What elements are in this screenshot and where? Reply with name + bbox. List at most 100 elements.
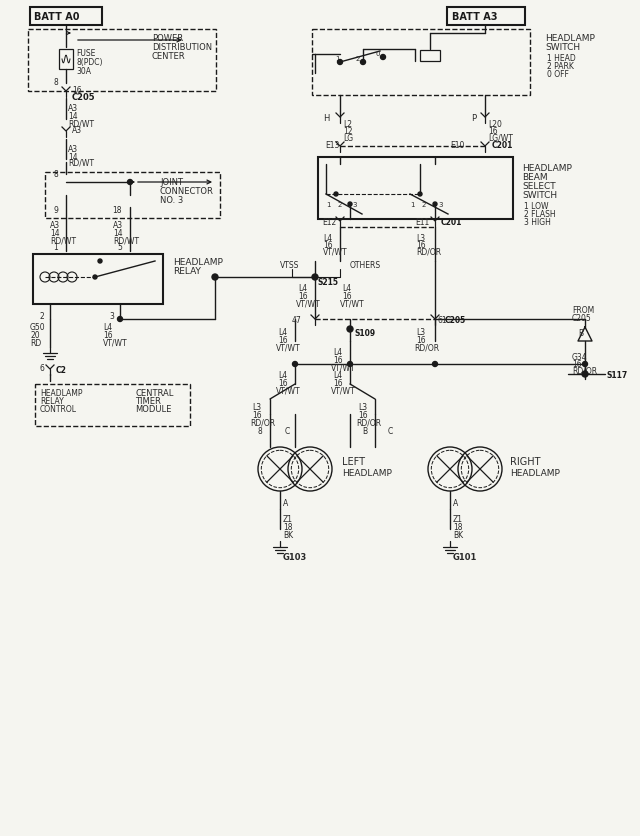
- Text: 18: 18: [453, 522, 463, 532]
- Text: 16: 16: [323, 240, 333, 249]
- Text: BEAM: BEAM: [522, 172, 548, 181]
- Circle shape: [348, 203, 352, 206]
- Circle shape: [93, 276, 97, 280]
- Text: POWER: POWER: [152, 33, 183, 43]
- Text: A: A: [453, 498, 458, 507]
- Text: VTSS: VTSS: [280, 260, 300, 269]
- Text: C201: C201: [441, 217, 462, 227]
- Text: A3: A3: [50, 220, 60, 229]
- Text: RD/OR: RD/OR: [572, 366, 597, 375]
- Text: RD/OR: RD/OR: [356, 418, 381, 427]
- Text: VT/WT: VT/WT: [276, 343, 301, 352]
- Text: LG: LG: [343, 133, 353, 142]
- Text: CONTROL: CONTROL: [40, 405, 77, 414]
- Text: 16: 16: [333, 378, 342, 387]
- Text: A3: A3: [68, 145, 78, 153]
- Text: E10: E10: [450, 140, 465, 150]
- Text: 3 HIGH: 3 HIGH: [524, 217, 551, 227]
- Text: 14: 14: [68, 111, 77, 120]
- Bar: [30, 8, 102, 26]
- Text: VT/WT: VT/WT: [340, 299, 365, 308]
- Text: FROM: FROM: [572, 305, 595, 314]
- Text: 18: 18: [113, 206, 122, 214]
- Text: SWITCH: SWITCH: [545, 43, 580, 52]
- Text: L4: L4: [333, 370, 342, 379]
- Text: OTHERS: OTHERS: [350, 260, 381, 269]
- Text: 2: 2: [338, 201, 342, 208]
- Text: 1: 1: [335, 56, 339, 62]
- Text: FUSE: FUSE: [76, 48, 95, 58]
- Circle shape: [337, 60, 342, 65]
- Text: L4: L4: [333, 347, 342, 356]
- Text: 61: 61: [438, 315, 447, 324]
- Circle shape: [433, 203, 437, 206]
- Text: HEADLAMP: HEADLAMP: [342, 468, 392, 477]
- Text: 1 LOW: 1 LOW: [524, 201, 548, 210]
- Text: VT/WT: VT/WT: [331, 386, 356, 395]
- Text: A3: A3: [68, 104, 78, 112]
- Circle shape: [360, 60, 365, 65]
- Text: 16: 16: [416, 335, 426, 344]
- Bar: [45, 173, 220, 219]
- Circle shape: [433, 362, 438, 367]
- Text: L3: L3: [252, 402, 261, 411]
- Text: 16: 16: [488, 126, 498, 135]
- Text: HEADLAMP: HEADLAMP: [173, 257, 223, 266]
- Text: VT/WT: VT/WT: [276, 386, 301, 395]
- Text: CENTRAL: CENTRAL: [135, 389, 173, 398]
- Text: 16: 16: [278, 335, 287, 344]
- Text: 20: 20: [30, 330, 40, 339]
- Text: L4: L4: [278, 327, 287, 336]
- Bar: [318, 158, 513, 220]
- Text: 2: 2: [422, 201, 426, 208]
- Bar: [33, 255, 163, 304]
- Text: 0 OFF: 0 OFF: [547, 69, 569, 79]
- Text: G101: G101: [453, 553, 477, 562]
- Text: L4: L4: [298, 283, 307, 292]
- Text: 0: 0: [376, 51, 381, 57]
- Text: E13: E13: [325, 140, 339, 150]
- Text: L4: L4: [323, 233, 332, 242]
- Text: 2: 2: [356, 56, 360, 62]
- Text: 16: 16: [72, 85, 82, 94]
- Text: HEADLAMP: HEADLAMP: [40, 389, 83, 398]
- Circle shape: [418, 193, 422, 196]
- Text: A: A: [283, 498, 288, 507]
- Text: 18: 18: [283, 522, 292, 532]
- Text: 16: 16: [416, 240, 426, 249]
- Text: TIMER: TIMER: [135, 397, 161, 406]
- Text: 1: 1: [326, 201, 330, 208]
- Text: RELAY: RELAY: [40, 397, 64, 406]
- Text: S215: S215: [318, 278, 339, 286]
- Circle shape: [127, 181, 132, 186]
- Text: B: B: [578, 328, 583, 337]
- Text: 1: 1: [410, 201, 415, 208]
- Text: C: C: [285, 427, 291, 436]
- Text: 9: 9: [53, 206, 58, 214]
- Text: 16: 16: [358, 410, 367, 419]
- Text: BATT A3: BATT A3: [452, 12, 497, 22]
- Text: BK: BK: [453, 531, 463, 540]
- Text: G50: G50: [30, 322, 45, 331]
- Text: L20: L20: [488, 120, 502, 129]
- Text: LG/WT: LG/WT: [488, 133, 513, 142]
- Text: C: C: [388, 427, 393, 436]
- Text: P: P: [471, 114, 476, 122]
- Circle shape: [98, 260, 102, 263]
- Text: E12: E12: [322, 217, 336, 227]
- Text: RD/WT: RD/WT: [68, 120, 94, 129]
- Text: Z1: Z1: [453, 515, 463, 524]
- Text: 16: 16: [252, 410, 262, 419]
- Text: S117: S117: [607, 370, 628, 379]
- Text: 14: 14: [68, 152, 77, 161]
- Text: RELAY: RELAY: [173, 266, 201, 275]
- Text: 30A: 30A: [76, 66, 91, 75]
- Circle shape: [118, 317, 122, 322]
- Text: C205: C205: [445, 315, 467, 324]
- Circle shape: [212, 275, 218, 281]
- Text: MODULE: MODULE: [135, 405, 172, 414]
- Bar: [420, 51, 440, 62]
- Text: VT/WT: VT/WT: [331, 363, 356, 372]
- Circle shape: [381, 55, 385, 60]
- Text: SELECT: SELECT: [522, 181, 556, 191]
